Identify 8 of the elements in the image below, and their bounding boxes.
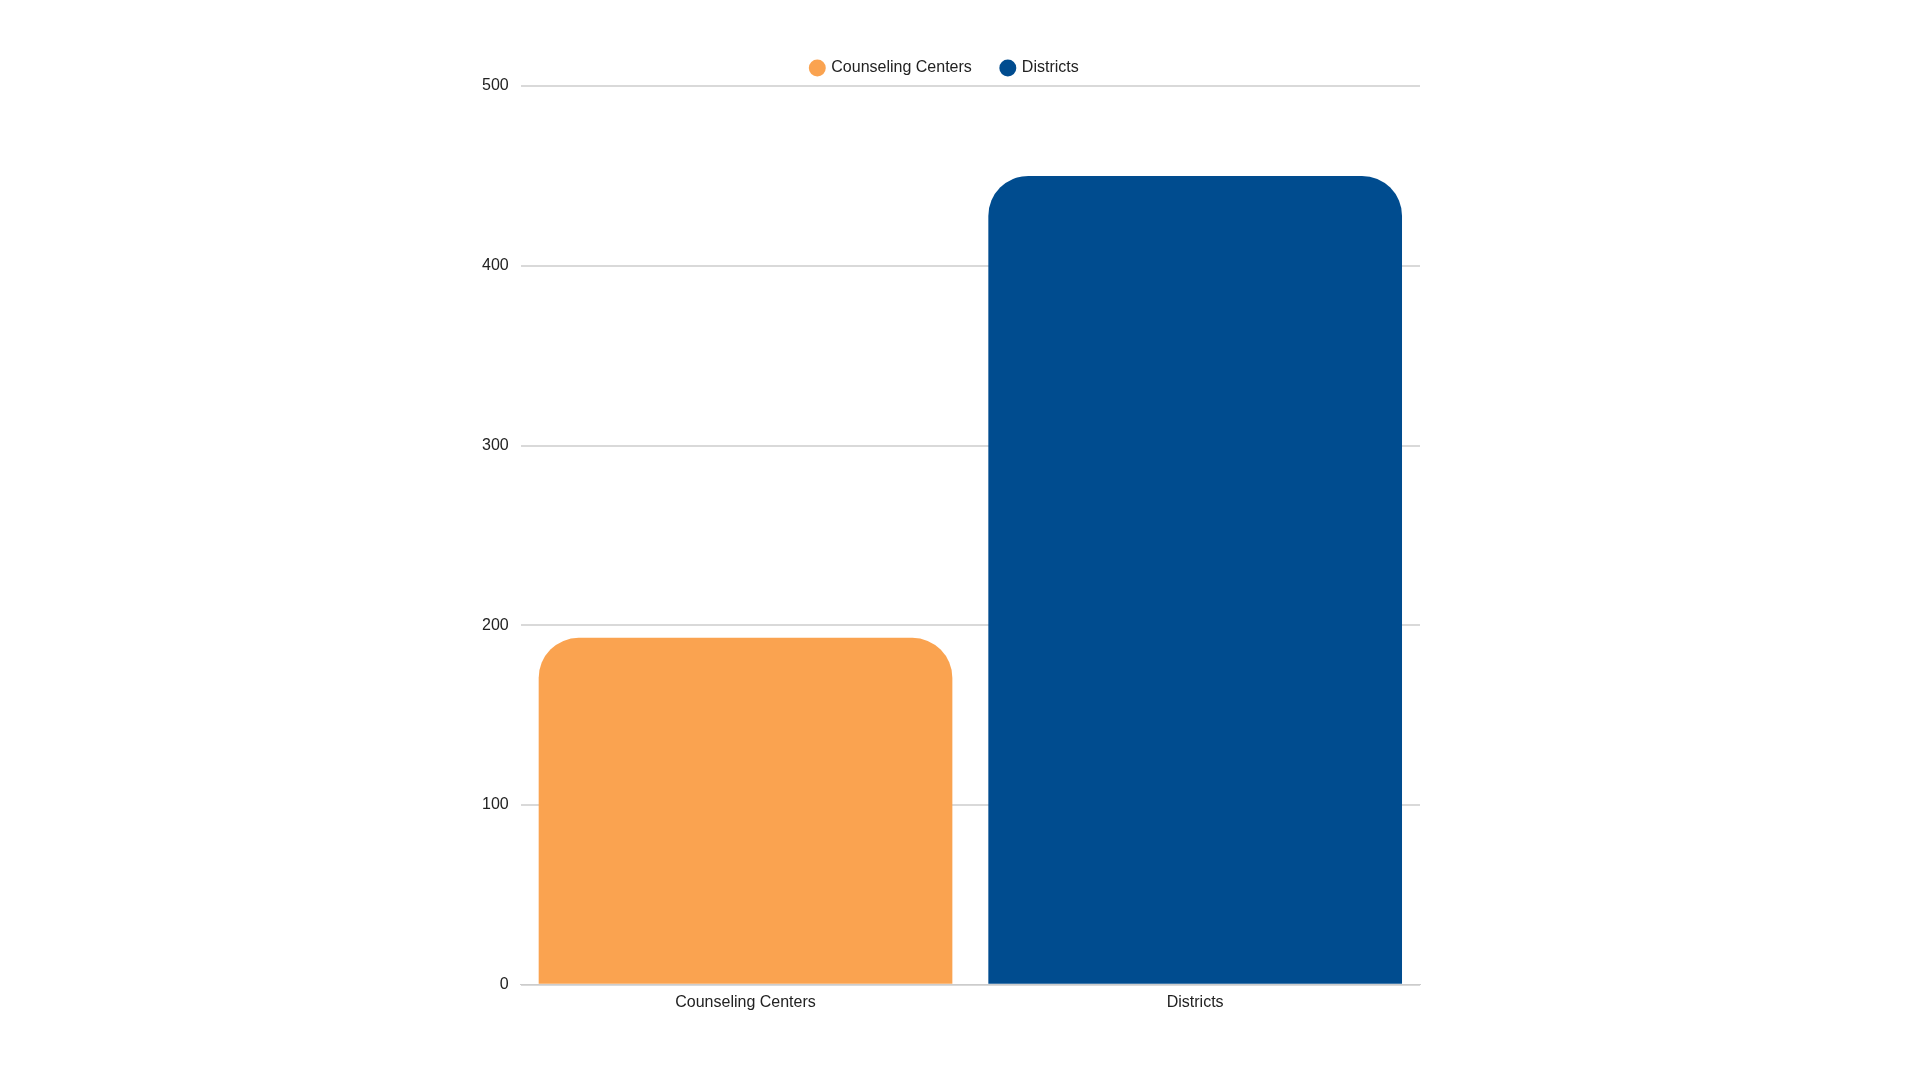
y-tick-label: 500 xyxy=(481,76,509,94)
y-tick-label: 200 xyxy=(481,615,509,633)
y-tick-label: 0 xyxy=(499,975,509,993)
y-tick-label: 300 xyxy=(481,435,509,453)
legend-label: Districts xyxy=(1021,58,1079,76)
y-tick-label: 400 xyxy=(481,256,509,274)
legend-label: Counseling Centers xyxy=(831,58,972,76)
y-tick-label: 100 xyxy=(481,795,509,813)
